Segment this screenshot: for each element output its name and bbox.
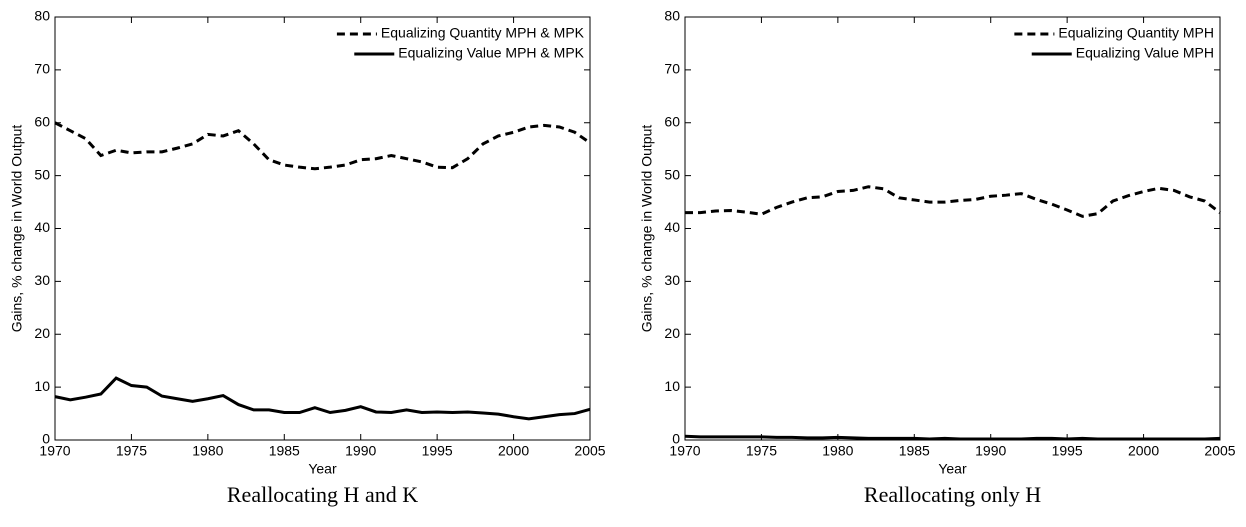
plot-frame <box>54 16 591 441</box>
y-tick-label: 10 <box>34 378 50 394</box>
data-line <box>54 121 591 171</box>
data-line <box>684 434 1221 441</box>
data-line <box>54 376 591 421</box>
x-axis-label: Year <box>938 461 967 477</box>
x-tick-label: 1985 <box>899 443 930 459</box>
x-tick-label: 1980 <box>822 443 853 459</box>
x-tick-label: 1995 <box>1052 443 1083 459</box>
y-tick-label: 80 <box>34 8 50 24</box>
caption: Reallocating only H <box>864 482 1041 507</box>
y-tick-label: 10 <box>664 378 680 394</box>
x-tick-label: 1990 <box>975 443 1006 459</box>
x-tick-label: 1970 <box>669 443 700 459</box>
x-tick-label: 1970 <box>39 443 70 459</box>
y-tick-label: 0 <box>672 431 680 447</box>
y-tick-label: 30 <box>664 272 680 288</box>
y-tick-label: 40 <box>34 219 50 235</box>
y-axis-label: Gains, % change in World Output <box>9 125 25 333</box>
y-tick-label: 50 <box>34 166 50 182</box>
x-tick-label: 2000 <box>1128 443 1159 459</box>
x-tick-label: 1975 <box>116 443 147 459</box>
y-axis-label: Gains, % change in World Output <box>639 125 655 333</box>
x-tick-label: 2000 <box>498 443 529 459</box>
y-tick-label: 70 <box>664 61 680 77</box>
y-tick-label: 20 <box>664 325 680 341</box>
y-tick-label: 50 <box>664 166 680 182</box>
plot-frame <box>684 16 1221 441</box>
y-tick-label: 80 <box>664 8 680 24</box>
data-line <box>685 185 1221 218</box>
legend-label: Equalizing Quantity MPH & MPK <box>381 25 585 41</box>
x-tick-label: 1985 <box>269 443 300 459</box>
x-tick-label: 1990 <box>345 443 376 459</box>
x-tick-label: 1975 <box>746 443 777 459</box>
caption: Reallocating H and K <box>227 482 418 507</box>
y-tick-label: 20 <box>34 325 50 341</box>
y-tick-label: 40 <box>664 219 680 235</box>
legend-label: Equalizing Value MPH <box>1076 45 1214 61</box>
x-axis-label: Year <box>308 461 337 477</box>
y-tick-label: 0 <box>42 431 50 447</box>
legend-label: Equalizing Quantity MPH <box>1058 25 1214 41</box>
x-tick-label: 2005 <box>1204 443 1235 459</box>
y-tick-label: 30 <box>34 272 50 288</box>
x-tick-label: 1980 <box>192 443 223 459</box>
y-tick-label: 70 <box>34 61 50 77</box>
legend-label: Equalizing Value MPH & MPK <box>398 45 584 61</box>
x-tick-label: 1995 <box>422 443 453 459</box>
y-tick-label: 60 <box>34 113 50 129</box>
y-tick-label: 60 <box>664 113 680 129</box>
x-tick-label: 2005 <box>574 443 605 459</box>
